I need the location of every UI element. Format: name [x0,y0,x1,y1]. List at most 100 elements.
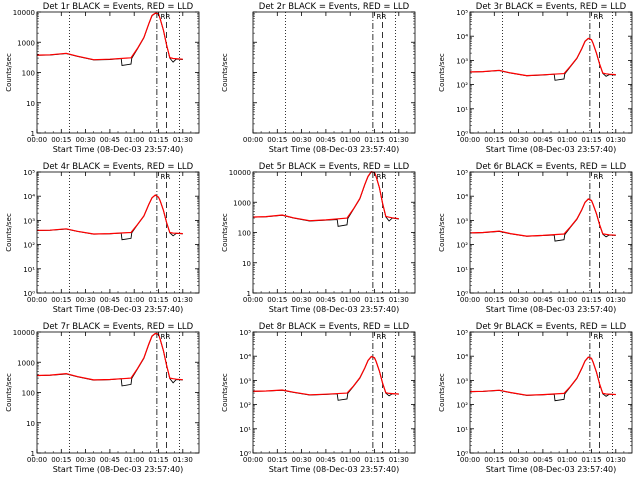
y-tick-label: 10000 [13,329,35,337]
x-tick-label: 00:30 [509,296,529,304]
x-tick-label: 01:15 [581,456,601,464]
plot-frame [252,171,416,294]
y-axis-label: Counts/sec [5,213,13,252]
x-tick-label: 00:00 [27,136,47,144]
y-tick-label: 10² [456,402,468,410]
plot-frame [36,331,200,454]
x-tick-label: 01:30 [389,456,409,464]
y-tick-label: 10² [456,82,468,90]
y-tick-label: 10¹ [456,106,468,114]
y-tick-label: 10³ [23,217,35,225]
x-tick-label: 00:30 [292,456,312,464]
marker-label: R [376,173,381,181]
x-tick-label: 00:15 [51,136,71,144]
x-tick-label: 01:00 [557,456,577,464]
plot-frame [252,11,416,134]
y-axis-label: Counts/sec [221,373,229,412]
x-tick-label: 01:00 [340,296,360,304]
x-tick-label: 00:00 [460,456,480,464]
plot-frame [36,171,200,294]
y-tick-label: 100 [238,230,251,238]
series-lld-line [36,332,183,381]
x-axis-label: Start Time (08-Dec-03 23:57:40) [53,145,184,154]
y-tick-label: 10³ [239,377,251,385]
x-axis-label: Start Time (08-Dec-03 23:57:40) [269,145,400,154]
marker-label: R [376,13,381,21]
y-tick-label: 10⁰ [239,450,251,458]
y-tick-label: 10000 [13,9,35,17]
x-tick-label: 01:30 [606,136,626,144]
y-axis-label: Counts/sec [438,213,446,252]
marker-label: R [165,173,170,181]
series-lld-line [469,198,616,237]
plot-frame [469,171,633,294]
panel-title: Det 8r BLACK = Events, RED = LLD [259,322,410,332]
x-tick-label: 00:45 [316,456,336,464]
x-axis-label: Start Time (08-Dec-03 23:57:40) [269,305,400,314]
y-tick-label: 10¹ [456,426,468,434]
panel-title: Det 5r BLACK = Events, RED = LLD [259,162,410,172]
x-tick-label: 01:30 [173,296,193,304]
x-tick-label: 01:00 [124,296,144,304]
y-tick-label: 1000 [233,199,251,207]
x-tick-label: 01:30 [606,456,626,464]
panel-title: Det 7r BLACK = Events, RED = LLD [43,322,194,332]
x-axis-label: Start Time (08-Dec-03 23:57:40) [486,305,617,314]
x-tick-label: 00:30 [292,136,312,144]
x-axis-label: Start Time (08-Dec-03 23:57:40) [53,465,184,474]
y-tick-label: 10³ [456,217,468,225]
x-tick-label: 00:15 [267,296,287,304]
marker-label: R [381,173,386,181]
x-tick-label: 01:15 [581,136,601,144]
y-tick-label: 1 [31,130,35,138]
x-tick-label: 00:30 [76,136,96,144]
marker-label: R [165,333,170,341]
x-tick-label: 00:30 [76,456,96,464]
x-tick-label: 01:30 [606,296,626,304]
marker-label: R [593,173,598,181]
x-axis-label: Start Time (08-Dec-03 23:57:40) [269,465,400,474]
series-lld-line [252,171,399,222]
marker-label: R [598,13,603,21]
x-tick-label: 00:00 [27,456,47,464]
marker-label: R [381,333,386,341]
x-tick-label: 00:15 [484,296,504,304]
x-tick-label: 00:15 [484,136,504,144]
y-tick-label: 10⁵ [456,329,468,337]
x-tick-label: 01:30 [389,296,409,304]
x-tick-label: 00:30 [509,456,529,464]
x-tick-label: 00:15 [51,456,71,464]
x-tick-label: 00:15 [267,456,287,464]
x-tick-label: 00:15 [484,456,504,464]
x-tick-label: 00:00 [460,136,480,144]
x-tick-label: 01:30 [173,136,193,144]
y-tick-label: 10000 [229,169,251,177]
marker-label: R [598,333,603,341]
y-tick-label: 10³ [456,57,468,65]
panel-title: Det 9r BLACK = Events, RED = LLD [476,322,627,332]
x-tick-label: 01:15 [581,296,601,304]
y-tick-label: 1000 [17,359,35,367]
x-tick-label: 01:00 [340,136,360,144]
x-tick-label: 00:45 [533,456,553,464]
y-tick-label: 10³ [456,377,468,385]
x-tick-label: 00:00 [243,136,263,144]
x-tick-label: 00:30 [509,136,529,144]
y-tick-label: 10⁰ [23,290,35,298]
marker-label: R [593,13,598,21]
x-tick-label: 00:45 [533,136,553,144]
series-lld-line [252,355,399,396]
y-axis-label: Counts/sec [438,373,446,412]
marker-label: R [160,13,165,21]
series-lld-line [36,194,183,235]
x-tick-label: 01:00 [340,456,360,464]
x-tick-label: 01:15 [364,456,384,464]
